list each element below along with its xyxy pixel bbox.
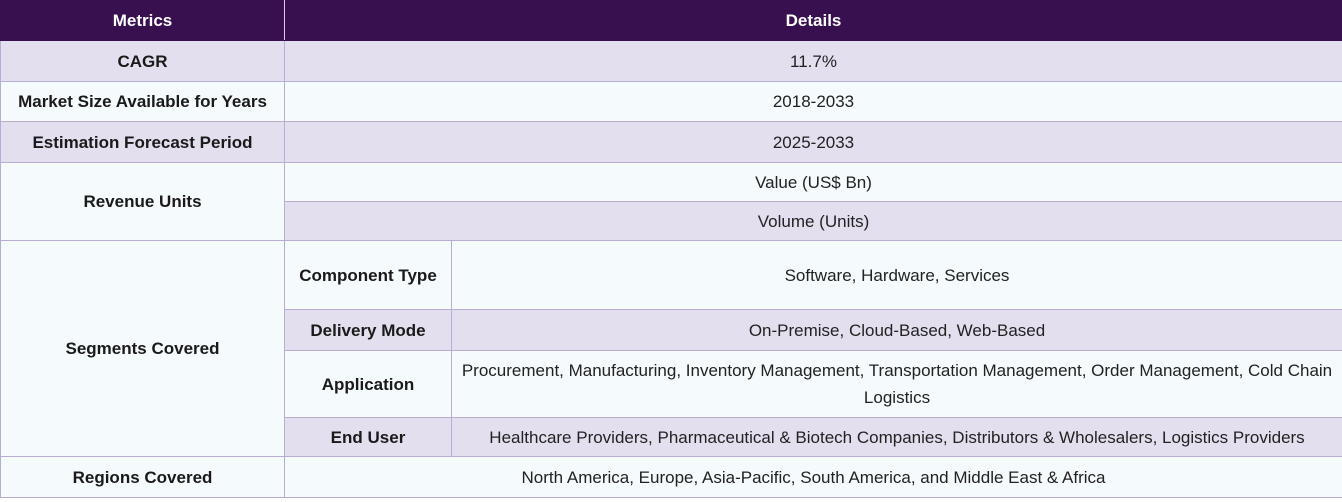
regions-covered-value: North America, Europe, Asia-Pacific, Sou…	[284, 456, 1342, 498]
segments-covered-label: Segments Covered	[0, 240, 285, 457]
segment-delivery-mode-value: On-Premise, Cloud-Based, Web-Based	[451, 309, 1342, 351]
segment-application-label: Application	[284, 350, 452, 418]
revenue-units-value-1: Value (US$ Bn)	[284, 162, 1342, 202]
table-header-row: Metrics Details	[0, 0, 1342, 41]
segment-component-type-value: Software, Hardware, Services	[451, 240, 1342, 310]
table-row: Volume (Units)	[1, 201, 1342, 241]
table-row: Revenue Units Value (US$ Bn)	[0, 162, 1342, 241]
forecast-period-label: Estimation Forecast Period	[0, 121, 285, 163]
table-row: Segments Covered Component Type Software…	[0, 240, 1342, 457]
table-row: CAGR 11.7%	[0, 40, 1342, 82]
segment-end-user-label: End User	[284, 417, 452, 457]
segment-application-value: Procurement, Manufacturing, Inventory Ma…	[451, 350, 1342, 418]
table-row: Delivery Mode On-Premise, Cloud-Based, W…	[1, 309, 1342, 351]
table-row: End User Healthcare Providers, Pharmaceu…	[1, 417, 1342, 457]
regions-covered-label: Regions Covered	[0, 456, 285, 498]
market-size-value: 2018-2033	[284, 81, 1342, 122]
cagr-value: 11.7%	[284, 40, 1342, 82]
segment-component-type-label: Component Type	[284, 240, 452, 310]
table-row: Estimation Forecast Period 2025-2033	[0, 121, 1342, 163]
segment-delivery-mode-label: Delivery Mode	[284, 309, 452, 351]
table-row: Market Size Available for Years 2018-203…	[0, 81, 1342, 122]
market-size-label: Market Size Available for Years	[0, 81, 285, 122]
header-details: Details	[284, 0, 1342, 41]
cagr-label: CAGR	[0, 40, 285, 82]
revenue-units-label: Revenue Units	[0, 162, 285, 241]
revenue-units-value-2: Volume (Units)	[284, 201, 1342, 241]
header-metrics: Metrics	[0, 0, 285, 41]
table-row: Regions Covered North America, Europe, A…	[0, 456, 1342, 498]
table-row: Application Procurement, Manufacturing, …	[1, 350, 1342, 418]
forecast-period-value: 2025-2033	[284, 121, 1342, 163]
segment-end-user-value: Healthcare Providers, Pharmaceutical & B…	[451, 417, 1342, 457]
